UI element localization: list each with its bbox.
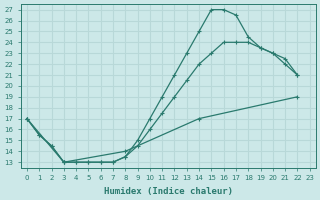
X-axis label: Humidex (Indice chaleur): Humidex (Indice chaleur) bbox=[104, 187, 233, 196]
